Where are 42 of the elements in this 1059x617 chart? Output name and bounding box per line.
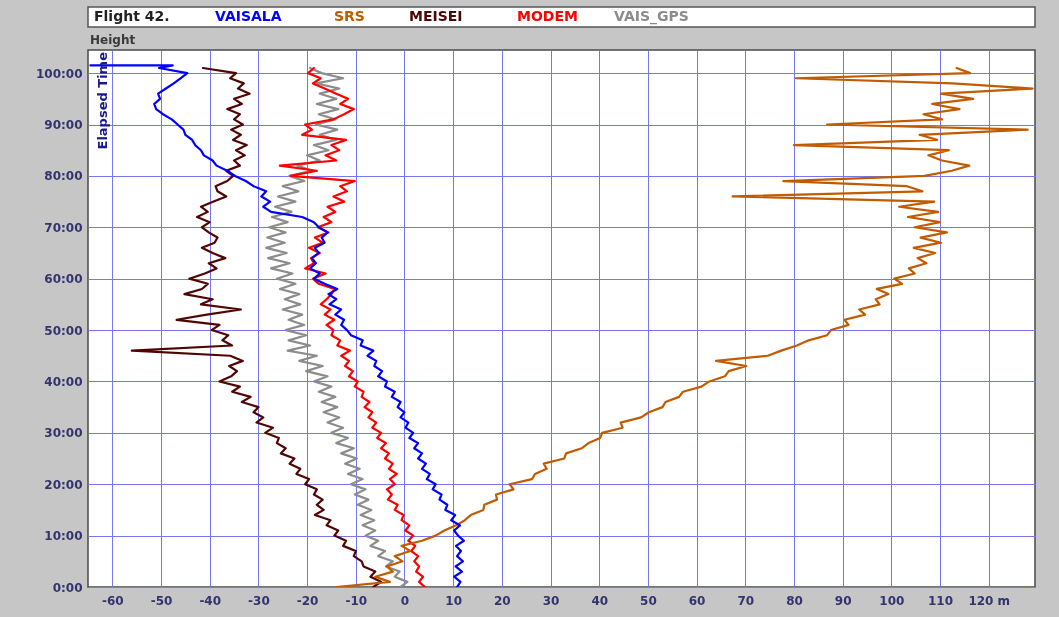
x-tick-label: -30 bbox=[248, 593, 270, 608]
x-tick-label: 0 bbox=[400, 593, 410, 608]
x-tick-label: 20 bbox=[494, 593, 511, 608]
x-tick-label: -40 bbox=[199, 593, 222, 608]
x-tick-label: 70 bbox=[737, 593, 755, 608]
x-tick-label: -20 bbox=[296, 593, 319, 608]
x-tick-label: 60 bbox=[688, 593, 706, 608]
x-axis-title: Height bbox=[90, 33, 136, 47]
x-tick-label: 40 bbox=[591, 593, 609, 608]
text: VAISALA bbox=[215, 8, 282, 24]
x-tick-label: 110 bbox=[928, 593, 954, 608]
line-series bbox=[335, 66, 1034, 587]
x-tick-label: 10 bbox=[445, 593, 463, 608]
x-tick-label: -10 bbox=[345, 593, 368, 608]
y-tick-label: 10:00 bbox=[44, 529, 83, 544]
x-tick-label: 80 bbox=[786, 593, 803, 608]
chart-title: Flight 42. bbox=[94, 8, 170, 24]
y-tick-label: 80:00 bbox=[44, 169, 83, 184]
text: VAIS_GPS bbox=[614, 8, 689, 25]
line-series bbox=[278, 66, 427, 587]
text: SRS bbox=[334, 8, 365, 24]
text: MEISEI bbox=[409, 8, 463, 24]
y-tick-label: 20:00 bbox=[44, 477, 83, 492]
x-tick-label: 100 bbox=[879, 593, 905, 608]
x-tick-label: 90 bbox=[834, 593, 852, 608]
y-tick-label: 90:00 bbox=[44, 118, 83, 133]
x-tick-label: 50 bbox=[640, 593, 657, 608]
line-series bbox=[130, 66, 383, 587]
x-tick-label: 30 bbox=[542, 593, 560, 608]
y-tick-label: 0:00 bbox=[52, 580, 83, 595]
x-tick-label: 120 m bbox=[968, 593, 1011, 608]
y-tick-label: 100:00 bbox=[35, 66, 83, 81]
x-tick-label: -50 bbox=[150, 593, 173, 608]
y-tick-label: 40:00 bbox=[44, 374, 83, 389]
text: MODEM bbox=[517, 8, 578, 24]
y-axis-title: Elapsed Time bbox=[95, 51, 110, 150]
y-tick-label: 50:00 bbox=[44, 323, 83, 338]
y-tick-label: 30:00 bbox=[44, 426, 83, 441]
line-series bbox=[265, 66, 409, 587]
y-tick-label: 70:00 bbox=[44, 220, 83, 235]
x-tick-label: -60 bbox=[102, 593, 124, 608]
y-tick-label: 60:00 bbox=[44, 272, 83, 287]
